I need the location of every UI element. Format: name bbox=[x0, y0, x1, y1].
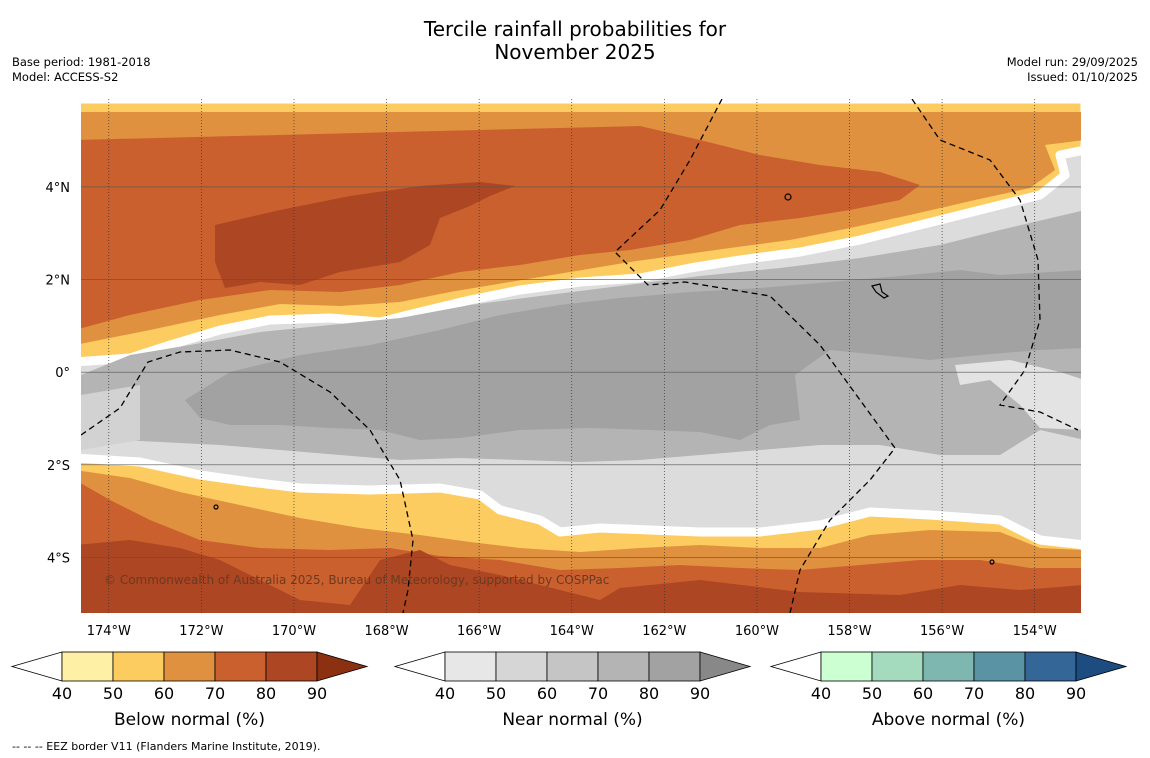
north-below-80 bbox=[215, 182, 515, 288]
colorbar-segment bbox=[820, 651, 873, 682]
x-tick-label: 156°W bbox=[920, 624, 964, 639]
x-tick-label: 154°W bbox=[1013, 624, 1057, 639]
chart-title: Tercile rainfall probabilities for Novem… bbox=[0, 18, 1150, 64]
x-tick-label: 168°W bbox=[364, 624, 408, 639]
x-axis-ticks: 174°W 172°W 170°W 168°W 166°W 164°W 162°W 160°W… bbox=[87, 624, 1057, 639]
model-name: Model: ACCESS-S2 bbox=[12, 70, 119, 84]
south-below-70 bbox=[81, 483, 1081, 613]
colorbar-group: 40 50 60 70 80 90 Below normal (%) 40 50 60 70 80 90… bbox=[10, 651, 1128, 730]
island-4 bbox=[989, 559, 995, 565]
x-tick-label: 164°W bbox=[550, 624, 594, 639]
colorbar-tick-label: 60 bbox=[154, 684, 174, 703]
colorbar-high-extension bbox=[316, 651, 369, 682]
eez-border-line-1 bbox=[81, 349, 414, 613]
near-60-east bbox=[955, 360, 1081, 430]
x-tick-label: 174°W bbox=[87, 624, 131, 639]
colorbar-tick-label: 50 bbox=[862, 684, 882, 703]
y-axis-ticks: 4°N 2°N 0° 2°S 4°S bbox=[46, 181, 71, 566]
colorbar-segment bbox=[922, 651, 975, 682]
x-tick-label: 170°W bbox=[272, 624, 316, 639]
colorbar-tick-label: 50 bbox=[103, 684, 123, 703]
colorbar-tick-label: 60 bbox=[537, 684, 557, 703]
colorbar-segment bbox=[973, 651, 1026, 682]
island-3 bbox=[213, 504, 219, 510]
colorbar-tick-label: 70 bbox=[588, 684, 608, 703]
y-tick-label: 2°N bbox=[46, 274, 71, 289]
colorbar-segment bbox=[214, 651, 267, 682]
issued-date: Issued: 01/10/2025 bbox=[1027, 70, 1138, 84]
eez-border-line-3 bbox=[911, 99, 1079, 431]
map-area: © Commonwealth of Australia 2025, Bureau… bbox=[81, 99, 1081, 613]
near-60 bbox=[81, 385, 140, 450]
colorbar-high-extension bbox=[1075, 651, 1128, 682]
colorbar-tick-label: 90 bbox=[690, 684, 710, 703]
meta-right: Model run: 29/09/2025 Issued: 01/10/2025 bbox=[1007, 55, 1138, 85]
south-below-80 bbox=[81, 540, 1081, 613]
colorbar-tick-label: 80 bbox=[639, 684, 659, 703]
colorbar-tick-label: 40 bbox=[52, 684, 72, 703]
colorbar-label: Above normal (%) bbox=[872, 710, 1025, 730]
y-tick-label: 0° bbox=[55, 366, 70, 381]
colorbar-segment bbox=[546, 651, 599, 682]
colorbar-segment bbox=[648, 651, 701, 682]
colorbar-segment bbox=[871, 651, 924, 682]
colorbar-low-extension bbox=[10, 651, 63, 682]
colorbar-label: Near normal (%) bbox=[502, 710, 642, 730]
x-tick-label: 172°W bbox=[179, 624, 223, 639]
colorbar-low-extension bbox=[769, 651, 822, 682]
title-line-1: Tercile rainfall probabilities for bbox=[423, 17, 727, 41]
colorbar-tick-label: 70 bbox=[205, 684, 225, 703]
colorbar-label: Below normal (%) bbox=[114, 710, 265, 730]
near-80 bbox=[185, 270, 1081, 440]
colorbar-tick-label: 90 bbox=[1066, 684, 1086, 703]
eez-legend-note: -- -- -- EEZ border V11 (Flanders Marine… bbox=[12, 740, 321, 753]
x-tick-label: 160°W bbox=[735, 624, 779, 639]
colorbar-tick-label: 90 bbox=[307, 684, 327, 703]
colorbar-tick-label: 70 bbox=[964, 684, 984, 703]
colorbar-above: 40 50 60 70 80 90 Above normal (%) bbox=[769, 651, 1128, 730]
eez-border-line-2 bbox=[614, 99, 896, 613]
y-tick-label: 4°N bbox=[46, 181, 71, 196]
x-tick-label: 166°W bbox=[457, 624, 501, 639]
colorbar-segment bbox=[1024, 651, 1077, 682]
meta-left: Base period: 1981-2018 Model: ACCESS-S2 bbox=[12, 55, 151, 85]
colorbar-tick-label: 40 bbox=[435, 684, 455, 703]
colorbar-low-extension bbox=[393, 651, 446, 682]
colorbar-tick-label: 80 bbox=[256, 684, 276, 703]
colorbar-tick-label: 40 bbox=[811, 684, 831, 703]
colorbar-segment bbox=[444, 651, 497, 682]
y-tick-label: 4°S bbox=[47, 551, 70, 566]
colorbar-segment bbox=[112, 651, 165, 682]
colorbar-tick-label: 60 bbox=[913, 684, 933, 703]
base-period: Base period: 1981-2018 bbox=[12, 55, 151, 69]
title-line-2: November 2025 bbox=[494, 40, 656, 64]
colorbar-segment bbox=[61, 651, 114, 682]
y-tick-label: 2°S bbox=[47, 459, 70, 474]
colorbar-tick-label: 80 bbox=[1015, 684, 1035, 703]
colorbar-segment bbox=[597, 651, 650, 682]
colorbar-segment bbox=[265, 651, 318, 682]
x-tick-label: 158°W bbox=[827, 624, 871, 639]
colorbar-tick-label: 50 bbox=[486, 684, 506, 703]
x-tick-label: 162°W bbox=[642, 624, 686, 639]
model-run: Model run: 29/09/2025 bbox=[1006, 55, 1138, 69]
colorbar-below: 40 50 60 70 80 90 Below normal (%) bbox=[10, 651, 369, 730]
island-1 bbox=[784, 193, 792, 201]
colorbar-high-extension bbox=[699, 651, 752, 682]
colorbar-near: 40 50 60 70 80 90 Near normal (%) bbox=[393, 651, 752, 730]
grid-lines bbox=[81, 99, 1081, 613]
colorbar-segment bbox=[495, 651, 548, 682]
island-2 bbox=[871, 283, 890, 299]
colorbar-segment bbox=[163, 651, 216, 682]
copyright-annotation: © Commonwealth of Australia 2025, Bureau… bbox=[104, 573, 609, 587]
